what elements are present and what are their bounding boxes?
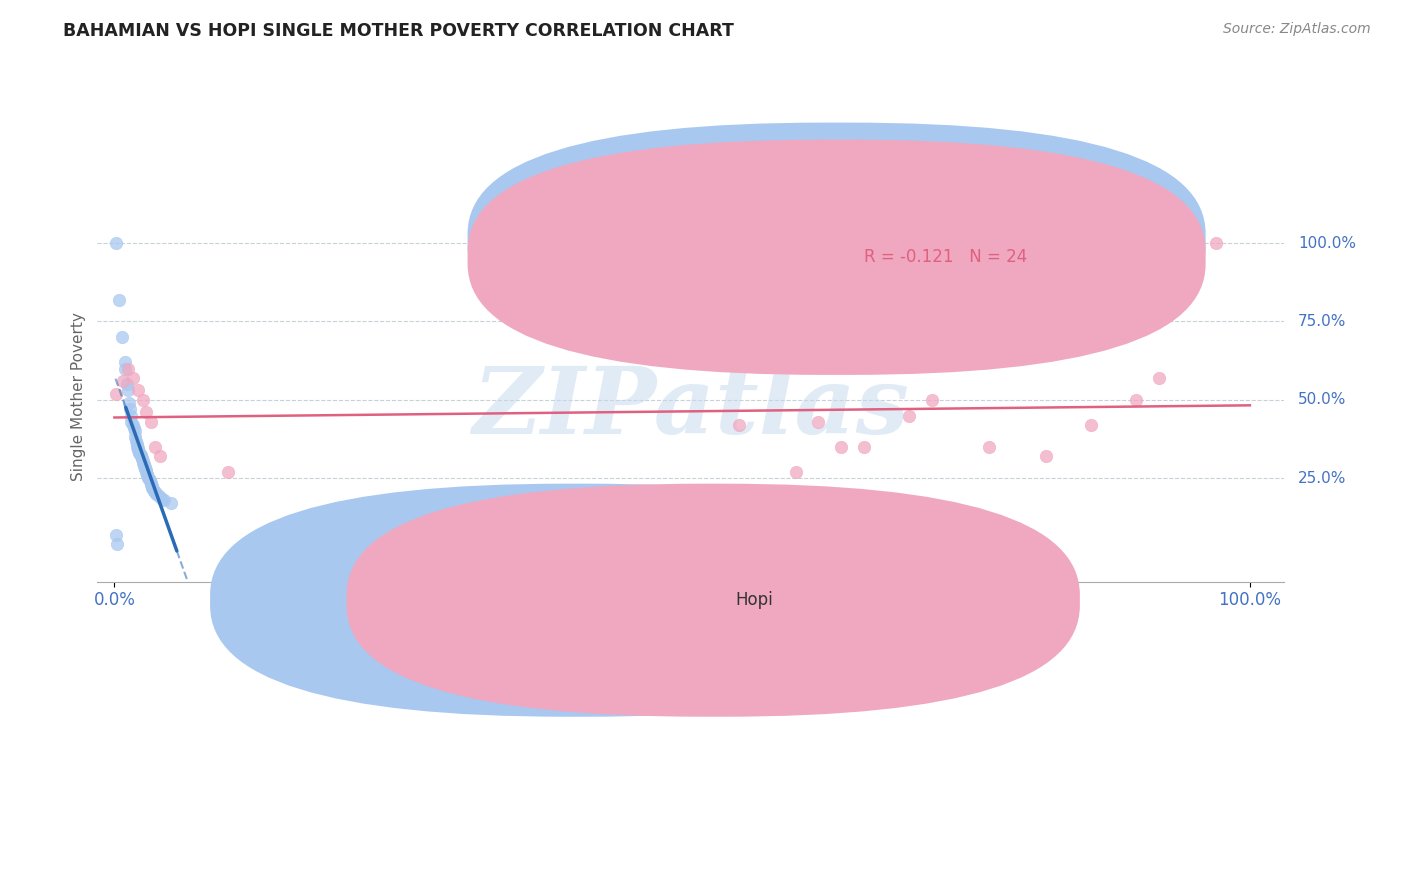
Point bbox=[124, 430, 146, 444]
Point bbox=[104, 236, 127, 251]
Point bbox=[104, 527, 127, 541]
Text: BAHAMIAN VS HOPI SINGLE MOTHER POVERTY CORRELATION CHART: BAHAMIAN VS HOPI SINGLE MOTHER POVERTY C… bbox=[63, 22, 734, 40]
Point bbox=[135, 405, 157, 419]
Point bbox=[127, 384, 149, 398]
Text: Bahamians: Bahamians bbox=[599, 591, 692, 609]
Point bbox=[138, 475, 160, 489]
Point bbox=[108, 293, 131, 307]
Point bbox=[977, 440, 1000, 454]
Point bbox=[105, 537, 128, 551]
Point bbox=[132, 392, 155, 407]
Point bbox=[785, 465, 807, 479]
Point bbox=[153, 493, 176, 508]
Point bbox=[135, 465, 157, 479]
Text: 50.0%: 50.0% bbox=[1298, 392, 1346, 408]
Text: ZIPatlas: ZIPatlas bbox=[472, 363, 910, 453]
Point bbox=[217, 465, 239, 479]
Text: 75.0%: 75.0% bbox=[1298, 314, 1346, 329]
Point bbox=[1147, 371, 1170, 385]
Point bbox=[129, 450, 152, 464]
Point bbox=[127, 443, 149, 458]
Point bbox=[124, 424, 146, 438]
Point bbox=[1035, 450, 1057, 464]
Point bbox=[1205, 236, 1227, 251]
Point bbox=[131, 450, 153, 465]
Point bbox=[1080, 417, 1102, 432]
Point bbox=[132, 457, 155, 471]
Text: R = -0.121   N = 24: R = -0.121 N = 24 bbox=[863, 248, 1028, 266]
Point bbox=[150, 491, 173, 506]
Point bbox=[852, 440, 875, 454]
Point bbox=[138, 469, 160, 483]
Point bbox=[127, 442, 149, 456]
Point bbox=[139, 415, 162, 429]
Y-axis label: Single Mother Poverty: Single Mother Poverty bbox=[72, 312, 86, 481]
Point bbox=[141, 479, 163, 493]
FancyBboxPatch shape bbox=[209, 483, 943, 717]
Point bbox=[132, 458, 155, 473]
Point bbox=[142, 482, 165, 496]
Point bbox=[135, 463, 157, 477]
Point bbox=[111, 330, 134, 344]
Text: 100.0%: 100.0% bbox=[1298, 235, 1355, 251]
Point bbox=[128, 446, 150, 460]
Point bbox=[139, 477, 162, 491]
Point bbox=[115, 377, 138, 392]
Point bbox=[149, 450, 172, 464]
Point bbox=[146, 488, 169, 502]
Point bbox=[117, 361, 139, 376]
Point bbox=[898, 409, 921, 423]
Point bbox=[138, 471, 160, 485]
Point bbox=[136, 468, 159, 483]
Point bbox=[118, 396, 141, 410]
Point bbox=[807, 415, 830, 429]
Point bbox=[127, 440, 149, 454]
FancyBboxPatch shape bbox=[346, 483, 1080, 717]
Point bbox=[120, 402, 142, 417]
Point bbox=[127, 436, 149, 450]
Point bbox=[136, 467, 159, 481]
Point bbox=[160, 496, 183, 510]
Point bbox=[121, 417, 143, 432]
Point bbox=[143, 483, 166, 498]
Point bbox=[117, 384, 139, 398]
Point bbox=[131, 452, 153, 467]
Point bbox=[134, 462, 156, 476]
Point bbox=[1125, 392, 1147, 407]
FancyBboxPatch shape bbox=[803, 227, 1129, 271]
Point bbox=[143, 440, 166, 454]
Text: Source: ZipAtlas.com: Source: ZipAtlas.com bbox=[1223, 22, 1371, 37]
Point bbox=[143, 485, 166, 500]
Point bbox=[104, 386, 127, 401]
Text: 25.0%: 25.0% bbox=[1298, 471, 1346, 486]
Text: Hopi: Hopi bbox=[735, 591, 773, 609]
Text: R = 0.355   N = 55: R = 0.355 N = 55 bbox=[863, 231, 1021, 249]
Point bbox=[114, 355, 136, 369]
Point bbox=[138, 473, 160, 487]
FancyBboxPatch shape bbox=[468, 140, 1205, 375]
Point bbox=[728, 417, 751, 432]
Point bbox=[112, 374, 135, 388]
Point bbox=[921, 392, 943, 407]
Point bbox=[132, 456, 155, 470]
Point bbox=[122, 421, 145, 435]
Point bbox=[128, 444, 150, 458]
Point bbox=[125, 434, 148, 448]
Point bbox=[141, 481, 163, 495]
Point bbox=[830, 440, 852, 454]
Point bbox=[120, 409, 142, 423]
FancyBboxPatch shape bbox=[468, 122, 1205, 358]
Point bbox=[120, 415, 142, 429]
Point bbox=[121, 371, 143, 385]
Point bbox=[149, 490, 172, 504]
Point bbox=[129, 448, 152, 462]
Point bbox=[134, 460, 156, 475]
Point bbox=[132, 454, 155, 468]
Point bbox=[139, 475, 162, 490]
Point bbox=[145, 487, 167, 501]
Point bbox=[114, 361, 136, 376]
